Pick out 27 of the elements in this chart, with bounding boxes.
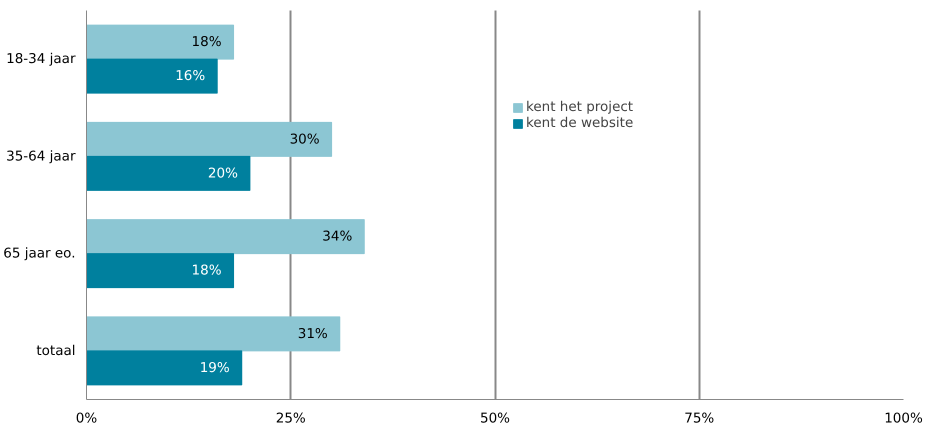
data-label: 30% — [290, 131, 320, 148]
x-tick-label: 0% — [76, 410, 98, 426]
x-tick-label: 75% — [684, 410, 714, 426]
bar — [86, 122, 332, 157]
x-tick-label: 50% — [480, 410, 510, 426]
legend-label: kent het project — [526, 99, 634, 115]
y-tick-label: 18-34 jaar — [6, 51, 76, 68]
x-tick-label: 25% — [276, 410, 306, 426]
bar — [86, 156, 250, 191]
bar — [86, 219, 365, 254]
bar — [86, 316, 340, 352]
bar — [86, 350, 242, 386]
data-label: 16% — [175, 68, 206, 84]
y-tick-label: 65 jaar eo. — [3, 246, 76, 262]
data-label: 18% — [192, 34, 222, 50]
bar — [86, 58, 218, 94]
x-tick-label: 100% — [884, 410, 923, 426]
data-label: 19% — [200, 360, 230, 376]
data-label: 18% — [192, 262, 222, 279]
legend-label: kent de website — [526, 115, 634, 131]
data-label: 31% — [298, 326, 328, 342]
y-tick-label: 35-64 jaar — [6, 148, 76, 164]
bar — [86, 253, 234, 288]
y-tick-label: totaal — [36, 342, 76, 359]
data-label: 34% — [322, 228, 352, 245]
data-label: 20% — [208, 165, 238, 182]
bar — [86, 24, 234, 60]
